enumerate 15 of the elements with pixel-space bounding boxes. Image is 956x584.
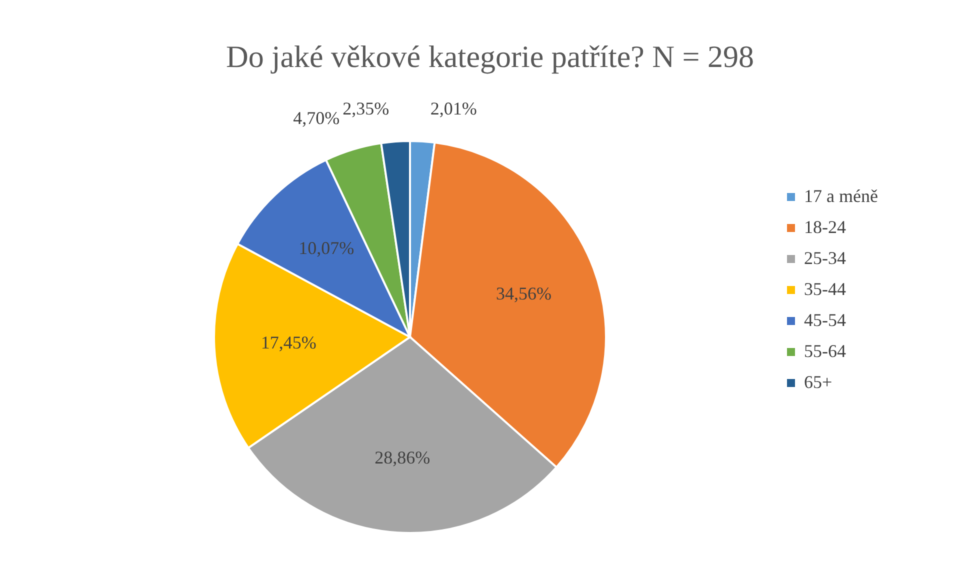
legend-label: 25-34 (804, 248, 846, 268)
legend-label: 55-64 (804, 341, 846, 361)
legend-label: 17 a méně (804, 186, 878, 206)
data-label: 34,56% (496, 283, 552, 304)
legend-label: 35-44 (804, 279, 846, 299)
legend-label: 65+ (804, 372, 832, 392)
legend-label: 18-24 (804, 217, 846, 237)
data-label: 28,86% (374, 447, 430, 468)
chart-title: Do jaké věkové kategorie patříte? N = 298 (226, 39, 754, 74)
legend-label: 45-54 (804, 310, 846, 330)
data-label: 2,35% (342, 98, 390, 119)
data-label: 17,45% (260, 332, 316, 352)
data-label: 10,07% (298, 238, 354, 258)
data-label: 2,01% (430, 98, 477, 118)
data-label: 4,70% (293, 108, 340, 128)
